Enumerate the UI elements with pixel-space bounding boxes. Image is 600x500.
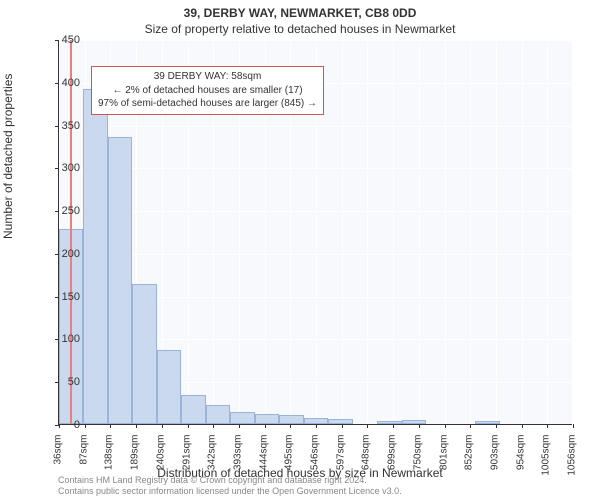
histogram-bar xyxy=(279,415,303,424)
x-tick-label: 1005sqm xyxy=(541,435,552,485)
x-tick xyxy=(419,424,420,428)
histogram-bar xyxy=(83,89,107,424)
histogram-bar xyxy=(206,405,230,424)
x-tick-label: 189sqm xyxy=(130,435,141,485)
y-tick-label: 100 xyxy=(50,333,80,345)
histogram-bar xyxy=(108,137,132,424)
footer-line-2: Contains public sector information licen… xyxy=(58,486,402,497)
x-tick-label: 852sqm xyxy=(464,435,475,485)
histogram-bar xyxy=(304,418,328,424)
histogram-bar xyxy=(475,421,499,424)
x-tick-label: 240sqm xyxy=(155,435,166,485)
x-tick-label: 903sqm xyxy=(489,435,500,485)
x-tick xyxy=(367,424,368,428)
x-tick-label: 801sqm xyxy=(438,435,449,485)
x-tick-label: 495sqm xyxy=(284,435,295,485)
grid-v xyxy=(445,40,446,424)
x-tick xyxy=(342,424,343,428)
histogram-bar xyxy=(328,419,352,424)
info-line-3: 97% of semi-detached houses are larger (… xyxy=(98,97,317,111)
x-tick xyxy=(522,424,523,428)
x-tick xyxy=(393,424,394,428)
x-tick-label: 291sqm xyxy=(181,435,192,485)
grid-v xyxy=(522,40,523,424)
x-tick xyxy=(496,424,497,428)
x-tick-label: 597sqm xyxy=(335,435,346,485)
x-tick xyxy=(213,424,214,428)
y-tick-label: 50 xyxy=(50,376,80,388)
x-tick-label: 393sqm xyxy=(232,435,243,485)
x-tick-label: 750sqm xyxy=(412,435,423,485)
y-tick-label: 150 xyxy=(50,291,80,303)
info-box: 39 DERBY WAY: 58sqm ← 2% of detached hou… xyxy=(91,66,324,115)
x-tick xyxy=(188,424,189,428)
chart-container: 39 DERBY WAY: 58sqm ← 2% of detached hou… xyxy=(58,40,572,425)
histogram-bar xyxy=(255,414,279,424)
grid-v xyxy=(547,40,548,424)
x-tick-label: 546sqm xyxy=(310,435,321,485)
y-tick-label: 400 xyxy=(50,77,80,89)
x-tick-label: 1056sqm xyxy=(567,435,578,485)
histogram-bar xyxy=(132,284,156,424)
histogram-bar xyxy=(181,395,205,424)
chart-title-address: 39, DERBY WAY, NEWMARKET, CB8 0DD xyxy=(0,6,600,20)
x-tick xyxy=(547,424,548,428)
chart-subtitle: Size of property relative to detached ho… xyxy=(0,22,600,36)
grid-v xyxy=(496,40,497,424)
x-tick-label: 648sqm xyxy=(361,435,372,485)
x-tick-label: 87sqm xyxy=(78,435,89,485)
x-tick xyxy=(265,424,266,428)
histogram-bar xyxy=(157,350,181,424)
plot-area: 39 DERBY WAY: 58sqm ← 2% of detached hou… xyxy=(58,40,572,425)
grid-v xyxy=(342,40,343,424)
x-tick xyxy=(316,424,317,428)
histogram-bar xyxy=(402,420,426,424)
info-line-1: 39 DERBY WAY: 58sqm xyxy=(98,70,317,84)
y-tick-label: 350 xyxy=(50,120,80,132)
grid-v xyxy=(393,40,394,424)
y-tick-label: 250 xyxy=(50,205,80,217)
x-tick xyxy=(470,424,471,428)
x-tick xyxy=(239,424,240,428)
x-tick-label: 699sqm xyxy=(387,435,398,485)
x-tick-label: 954sqm xyxy=(515,435,526,485)
grid-v xyxy=(367,40,368,424)
x-tick xyxy=(445,424,446,428)
x-tick xyxy=(136,424,137,428)
y-tick-label: 450 xyxy=(50,34,80,46)
y-axis-label: Number of detached properties xyxy=(1,74,15,239)
grid-v xyxy=(470,40,471,424)
y-tick-label: 200 xyxy=(50,248,80,260)
x-tick xyxy=(573,424,574,428)
x-tick-label: 36sqm xyxy=(53,435,64,485)
x-tick-label: 342sqm xyxy=(207,435,218,485)
grid-v xyxy=(573,40,574,424)
x-tick xyxy=(290,424,291,428)
x-tick xyxy=(162,424,163,428)
x-tick-label: 138sqm xyxy=(104,435,115,485)
x-tick-label: 444sqm xyxy=(258,435,269,485)
info-line-2: ← 2% of detached houses are smaller (17) xyxy=(98,84,317,98)
y-tick-label: 0 xyxy=(50,419,80,431)
y-tick-label: 300 xyxy=(50,162,80,174)
x-tick xyxy=(85,424,86,428)
property-marker-line xyxy=(70,40,72,424)
histogram-bar xyxy=(230,412,254,424)
x-tick xyxy=(110,424,111,428)
histogram-bar xyxy=(377,421,401,424)
grid-v xyxy=(419,40,420,424)
